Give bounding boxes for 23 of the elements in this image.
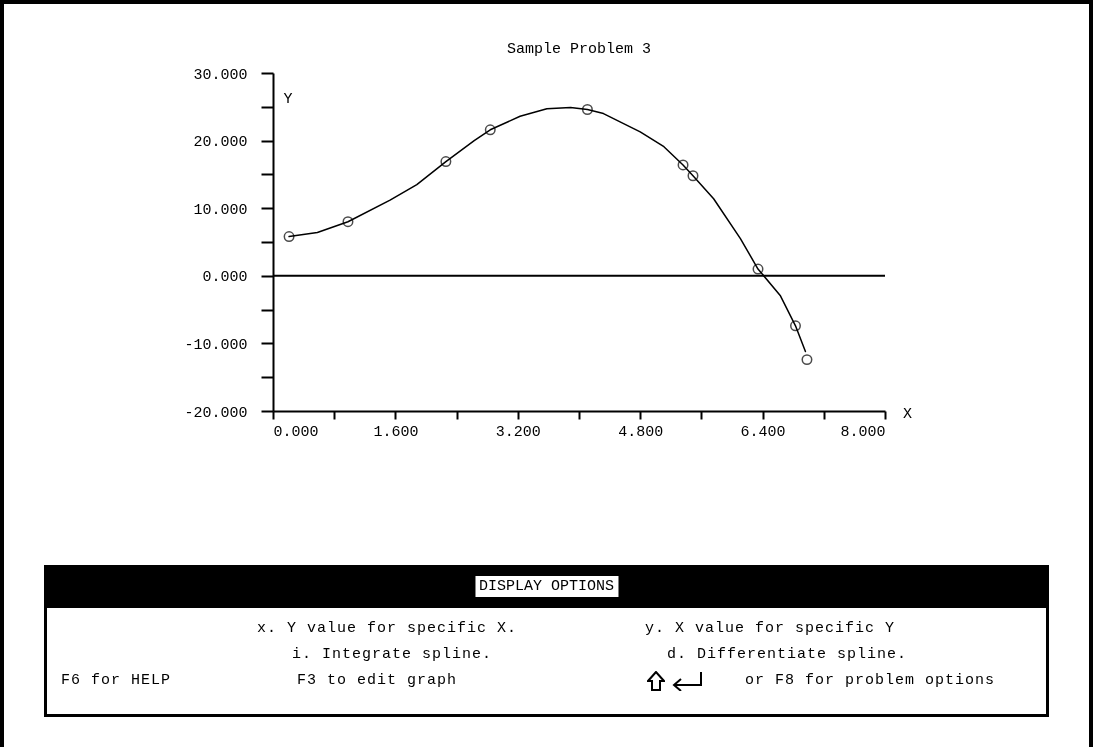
text: DISPLAY OPTIONS <box>474 576 619 597</box>
x-tick-label: 0.000 <box>273 423 319 441</box>
x-tick-label: 6.400 <box>740 423 786 441</box>
y-tick-label: -20.000 <box>184 404 248 422</box>
y-tick-label: 20.000 <box>193 134 248 152</box>
x-axis-title: X <box>902 405 913 423</box>
x-tick-label: 8.000 <box>840 423 886 441</box>
text: x. Y value for specific X. <box>257 620 518 637</box>
text: d. Differentiate spline. <box>667 646 908 663</box>
x-tick-label: 3.200 <box>495 423 541 441</box>
y-axis-title: Y <box>283 90 293 108</box>
x-tick-label: 4.800 <box>618 423 664 441</box>
y-tick-label: 30.000 <box>193 66 248 84</box>
text: F6 for HELP <box>61 672 172 689</box>
y-tick-label: 0.000 <box>202 269 248 287</box>
x-tick-label: 1.600 <box>373 423 419 441</box>
text: F3 to edit graph <box>297 672 458 689</box>
chart-title: Sample Problem 3 <box>506 41 652 58</box>
y-tick-label: 10.000 <box>193 201 248 219</box>
text: or F8 for problem options <box>745 672 996 689</box>
y-tick-label: -10.000 <box>184 336 248 354</box>
text: y. X value for specific Y <box>645 620 896 637</box>
text: i. Integrate spline. <box>292 646 493 663</box>
